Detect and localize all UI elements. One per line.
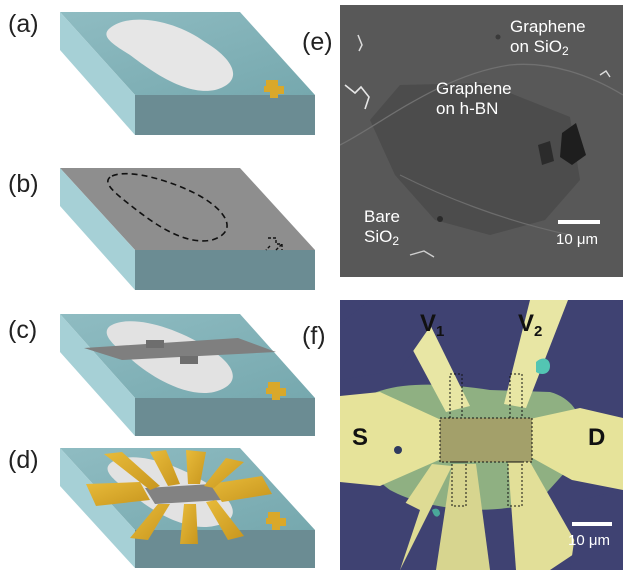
optical-micrograph: V1 V2 S D 10 μm <box>340 300 623 570</box>
graphene-strip <box>84 338 276 360</box>
sem-particle <box>437 216 443 222</box>
marker-outline-icon <box>265 237 283 251</box>
probe-outline-bottom-2 <box>507 461 523 507</box>
contact-label-v1: V1 <box>420 310 445 340</box>
flake-outline-dashed <box>107 172 228 242</box>
contact-lead-drain <box>210 476 272 502</box>
probe-outline-bottom-1 <box>451 461 467 507</box>
label-graphene-on-sio2: Graphene on SiO2 <box>510 17 586 58</box>
substrate-corner <box>340 300 436 380</box>
channel-outline <box>439 417 533 463</box>
substrate-front-side <box>135 530 315 568</box>
contact-lead <box>180 504 198 544</box>
lead-source <box>340 392 450 486</box>
panel-label-d: (d) <box>8 446 39 474</box>
graphene-edge <box>399 174 571 236</box>
contact-label-drain: D <box>588 424 606 451</box>
contact-label-v2: V2 <box>518 310 543 340</box>
substrate-corner <box>340 490 420 570</box>
graphene-channel <box>440 418 532 462</box>
fabrication-steps-illustration <box>60 12 315 568</box>
step-a-substrate <box>60 12 315 135</box>
alignment-marker-icon <box>264 80 284 98</box>
substrate-corner <box>570 490 623 570</box>
panel-label-c: (c) <box>8 316 38 344</box>
substrate-front-side <box>135 95 315 135</box>
label-bare-sio2: Bare SiO2 <box>364 207 400 248</box>
substrate-front-side <box>135 250 315 290</box>
probe-outline-v1 <box>449 373 463 419</box>
hbn-region <box>370 83 580 235</box>
sem-debris <box>344 84 370 110</box>
sem-fold <box>560 123 586 165</box>
step-d-contacts <box>60 448 315 568</box>
graphene-channel <box>145 484 222 504</box>
contact-lead <box>204 458 244 488</box>
sem-particle <box>495 34 501 40</box>
substrate-left-side <box>60 12 135 135</box>
panel-label-e: (e) <box>302 28 333 56</box>
sem-debris <box>599 70 611 78</box>
sem-fold <box>538 141 554 165</box>
residue <box>394 446 402 454</box>
alignment-marker-icon <box>266 512 286 530</box>
lead-v2 <box>504 300 568 408</box>
substrate-left-side <box>60 448 135 568</box>
label-graphene-on-hbn: Graphene on h-BN <box>436 79 512 118</box>
panel-label-f: (f) <box>302 322 326 350</box>
sem-micrograph: Graphene on SiO2 Graphene on h-BN Bare S… <box>340 5 623 277</box>
contact-label-source: S <box>352 424 369 451</box>
sem-scale-label: 10 μm <box>556 231 598 248</box>
contact-lead <box>150 450 180 486</box>
sem-scale-bar <box>558 220 600 224</box>
sem-debris <box>409 250 435 258</box>
sem-image-graphic <box>340 5 623 277</box>
substrate-left-side <box>60 314 135 436</box>
contact-lead <box>130 504 170 540</box>
probe-outline-v2 <box>509 373 523 419</box>
contact-lead <box>104 452 160 490</box>
lead-bottom-2 <box>508 462 580 570</box>
optical-scale-bar <box>572 522 612 526</box>
hbn-flake <box>106 19 234 91</box>
contact-lead <box>206 500 244 540</box>
optical-scale-label: 10 μm <box>568 532 610 549</box>
sem-debris <box>357 34 363 52</box>
lead-drain <box>516 408 623 490</box>
resist-top-surface <box>60 168 315 250</box>
contact-lead-source <box>86 482 150 506</box>
substrate-left-side <box>60 168 135 290</box>
substrate-front-side <box>135 398 315 436</box>
step-b-resist <box>60 168 315 290</box>
residue <box>432 508 440 517</box>
contact-lead <box>186 450 206 484</box>
optical-image-graphic <box>340 300 623 570</box>
graphene-tab <box>146 340 164 348</box>
step-c-etched-strip <box>60 314 315 436</box>
residue <box>536 358 550 374</box>
lead-bottom-1 <box>436 464 490 570</box>
graphene-tab <box>180 356 198 364</box>
panel-label-a: (a) <box>8 10 39 38</box>
alignment-marker-icon <box>266 382 286 400</box>
panel-label-b: (b) <box>8 170 39 198</box>
graphene-edge <box>340 63 623 146</box>
